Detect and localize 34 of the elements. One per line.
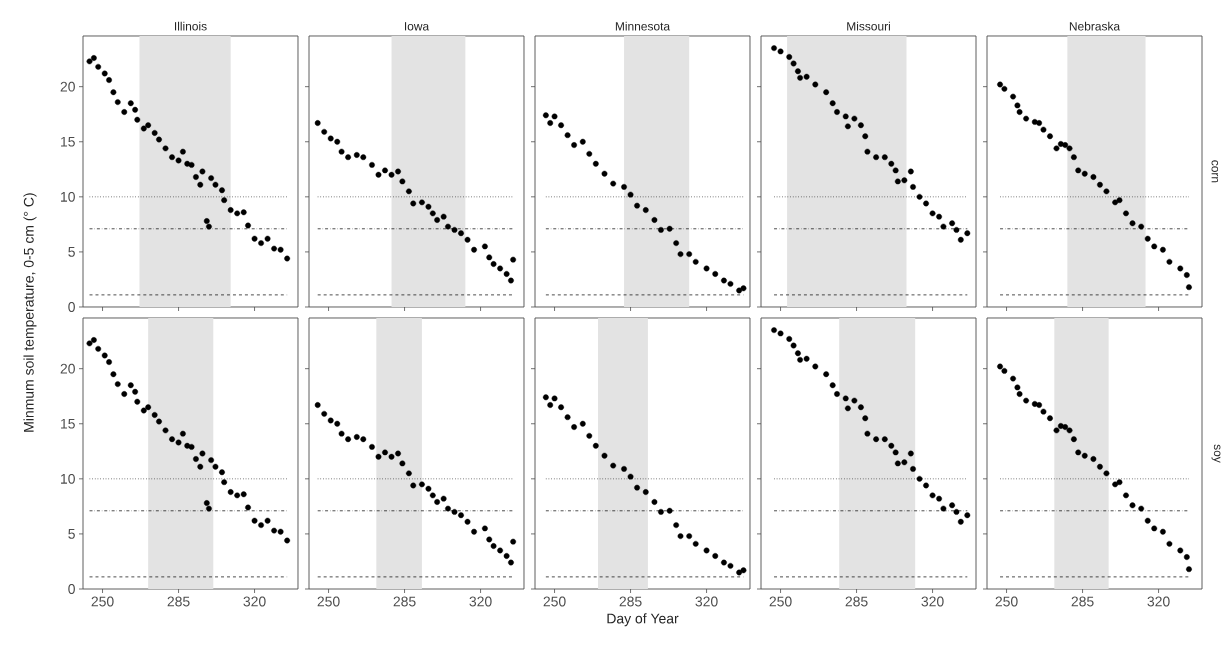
- x-tick-label: 320: [921, 596, 944, 607]
- y-tick-label: 5: [68, 247, 75, 257]
- y-tick-label: 10: [61, 191, 75, 202]
- x-tick-label: 320: [695, 596, 718, 607]
- y-axis-title: Minmum soil temperature, 0-5 cm (° C): [23, 193, 37, 432]
- x-tick-label: 285: [1071, 596, 1094, 607]
- x-tick-label: 320: [1147, 596, 1170, 607]
- x-tick-label: 285: [167, 596, 190, 607]
- x-tick-label: 285: [393, 596, 416, 607]
- x-tick-label: 285: [845, 596, 868, 607]
- y2-axis-title: corn: [1211, 160, 1219, 183]
- y-tick-label: 0: [68, 584, 75, 594]
- x-tick-label: 250: [543, 596, 566, 607]
- x-tick-label: 320: [469, 596, 492, 607]
- chart-title: Iowa: [404, 22, 430, 31]
- y-tick-label: 15: [61, 418, 75, 429]
- chart-title: Minnesota: [615, 21, 671, 31]
- x-tick-label: 250: [317, 596, 340, 607]
- y-tick-label: 20: [60, 81, 75, 92]
- x-tick-label: 250: [769, 596, 792, 607]
- x-axis-title: Day of Year: [607, 613, 679, 627]
- x-tick-label: 285: [619, 596, 642, 607]
- y-tick-label: 20: [60, 363, 75, 374]
- x-tick-label: 320: [243, 596, 266, 607]
- y-tick-label: 0: [68, 302, 75, 312]
- x-tick-label: 250: [91, 596, 114, 607]
- chart-title: Nebraska: [1069, 21, 1121, 31]
- y-tick-label: 15: [61, 136, 75, 147]
- chart-title: Illinois: [174, 21, 207, 31]
- y-tick-label: 5: [68, 529, 75, 539]
- chart-title: Missouri: [847, 21, 890, 31]
- y-tick-label: 10: [61, 473, 75, 484]
- y2-axis-title: soy: [1211, 444, 1221, 463]
- x-tick-label: 250: [995, 596, 1018, 607]
